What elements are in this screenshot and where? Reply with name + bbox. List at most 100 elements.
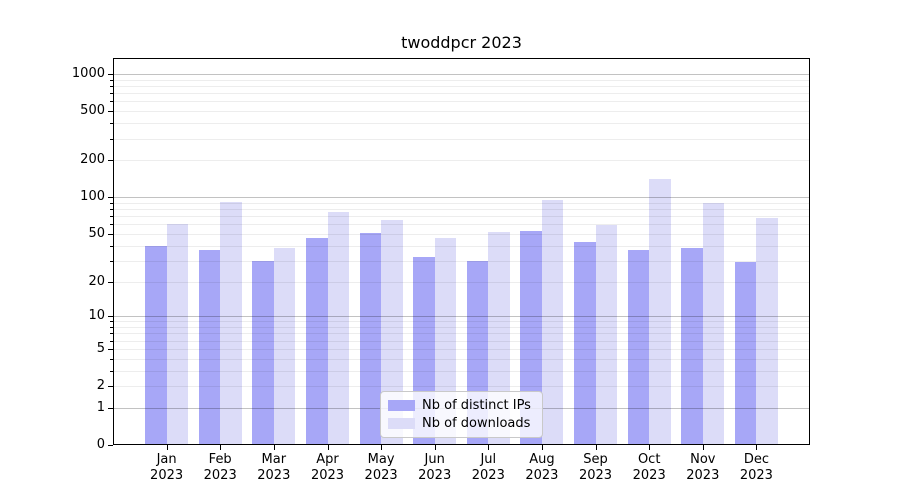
y-minor-tick-mark	[110, 333, 113, 335]
minor-gridline	[113, 233, 810, 235]
minor-gridline	[113, 79, 810, 81]
y-tick-mark	[108, 74, 113, 75]
x-tick-mark	[327, 445, 329, 450]
x-tick-month: Apr	[316, 452, 339, 467]
bar-sep-downloads	[595, 225, 617, 445]
legend-label-distinct-ips: Nb of distinct IPs	[422, 398, 531, 414]
minor-gridline	[113, 86, 810, 87]
legend: Nb of distinct IPs Nb of downloads	[380, 391, 543, 438]
minor-gridline	[113, 111, 810, 113]
x-tick-month: Sep	[583, 452, 608, 467]
bar-nov-downloads	[702, 203, 725, 445]
y-tick-label: 50	[88, 225, 105, 241]
minor-gridline	[113, 138, 810, 140]
minor-gridline	[113, 209, 810, 210]
x-tick-month: Aug	[529, 452, 555, 467]
minor-gridline	[113, 348, 810, 350]
y-tick-label: 2	[96, 378, 105, 393]
bar-sep-distinct-ips	[574, 241, 596, 445]
x-tick-mark	[756, 445, 758, 450]
x-tick-label-oct: Oct 2023	[619, 452, 679, 484]
x-tick-mark	[595, 445, 597, 450]
x-tick-year: 2023	[257, 468, 291, 483]
x-tick-month: Jul	[480, 452, 497, 467]
x-tick-year: 2023	[525, 468, 559, 483]
x-tick-year: 2023	[632, 468, 666, 483]
x-tick-mark	[220, 445, 222, 450]
minor-gridline	[113, 327, 810, 328]
bar-apr-downloads	[327, 211, 349, 445]
x-tick-label-aug: Aug 2023	[512, 452, 572, 484]
y-minor-tick-mark	[110, 79, 113, 81]
x-tick-month: Jun	[424, 452, 445, 467]
y-tick-label: 5	[96, 340, 105, 356]
bar-mar-distinct-ips	[252, 260, 274, 445]
y-minor-tick-mark	[110, 160, 113, 162]
x-tick-mark	[702, 445, 704, 450]
bar-nov-distinct-ips	[681, 248, 703, 445]
bar-dec-distinct-ips	[734, 262, 757, 445]
x-tick-label-feb: Feb 2023	[190, 452, 250, 484]
y-minor-tick-mark	[110, 101, 113, 103]
x-tick-month: Jan	[156, 452, 177, 467]
x-tick-year: 2023	[578, 468, 613, 483]
minor-gridline	[113, 160, 810, 162]
bar-oct-distinct-ips	[627, 249, 650, 445]
y-minor-tick-mark	[110, 281, 113, 283]
bar-may-distinct-ips	[359, 232, 382, 445]
x-tick-label-nov: Nov 2023	[673, 452, 733, 484]
y-tick-label: 10	[88, 308, 105, 324]
y-minor-tick-mark	[110, 327, 113, 328]
legend-swatch-downloads	[388, 417, 415, 429]
y-minor-tick-mark	[110, 111, 113, 113]
y-minor-tick-mark	[110, 358, 113, 360]
x-tick-year: 2023	[686, 468, 720, 483]
x-tick-mark	[381, 445, 383, 450]
y-minor-tick-mark	[110, 123, 113, 125]
y-minor-tick-mark	[110, 260, 113, 262]
minor-gridline	[113, 386, 810, 387]
minor-gridline	[113, 216, 810, 218]
y-minor-tick-mark	[110, 216, 113, 218]
y-tick-label: 200	[80, 152, 105, 168]
x-tick-label-dec: Dec 2023	[726, 452, 786, 484]
y-tick-label: 0	[96, 437, 105, 452]
legend-swatch-distinct-ips	[388, 400, 415, 412]
x-tick-month: Oct	[637, 452, 661, 467]
minor-gridline	[113, 370, 810, 372]
x-tick-label-may: May 2023	[351, 452, 411, 484]
y-tick-label: 20	[88, 273, 105, 289]
y-tick-mark	[108, 316, 113, 318]
minor-gridline	[113, 202, 810, 204]
x-tick-month: Mar	[261, 452, 287, 467]
legend-label-downloads: Nb of downloads	[422, 415, 531, 431]
y-tick-mark	[108, 407, 113, 409]
y-tick-mark	[108, 197, 113, 199]
minor-gridline	[113, 321, 810, 323]
x-tick-label-jul: Jul 2023	[458, 452, 518, 484]
x-tick-year: 2023	[739, 468, 773, 483]
legend-entry-downloads: Nb of downloads	[388, 415, 535, 431]
x-tick-label-jan: Jan 2023	[137, 452, 197, 484]
chart-title: twoddpcr 2023	[401, 33, 522, 52]
bar-may-downloads	[381, 220, 403, 445]
major-gridline	[113, 74, 810, 75]
x-tick-month: Feb	[208, 452, 232, 467]
x-tick-year: 2023	[310, 468, 345, 483]
bar-dec-downloads	[756, 218, 778, 445]
y-minor-tick-mark	[110, 138, 113, 140]
y-tick-label: 500	[80, 103, 105, 119]
y-minor-tick-mark	[110, 370, 113, 372]
x-tick-mark	[273, 445, 275, 450]
y-tick-label: 1000	[71, 66, 105, 81]
bar-feb-downloads	[220, 202, 242, 445]
bar-feb-distinct-ips	[198, 249, 221, 445]
x-tick-label-jun: Jun 2023	[405, 452, 465, 484]
minor-gridline	[113, 333, 810, 335]
bar-jan-downloads	[166, 224, 189, 445]
y-minor-tick-mark	[110, 224, 113, 226]
bar-apr-distinct-ips	[306, 238, 328, 445]
x-tick-year: 2023	[150, 468, 184, 483]
x-tick-year: 2023	[203, 468, 237, 483]
y-minor-tick-mark	[110, 340, 113, 342]
